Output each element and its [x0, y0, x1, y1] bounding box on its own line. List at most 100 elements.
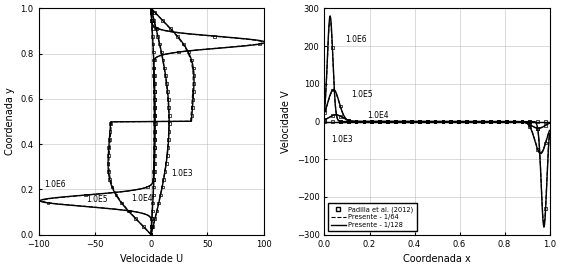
Point — [157, 50, 166, 54]
Point — [104, 145, 113, 150]
Point — [105, 129, 114, 134]
Point — [148, 217, 157, 221]
Point — [383, 119, 392, 124]
Point — [320, 107, 329, 112]
Point — [159, 177, 168, 181]
Point — [534, 148, 542, 152]
Point — [486, 119, 495, 124]
Point — [150, 137, 159, 141]
Point — [517, 119, 526, 124]
Point — [462, 119, 471, 124]
Point — [150, 10, 159, 15]
Point — [190, 74, 199, 78]
Point — [431, 119, 440, 124]
Point — [367, 119, 376, 124]
Point — [147, 10, 156, 15]
Point — [478, 119, 487, 124]
Point — [447, 119, 456, 124]
Point — [150, 66, 159, 70]
Text: 1.0E3: 1.0E3 — [171, 169, 193, 178]
Point — [131, 217, 140, 221]
Point — [150, 137, 159, 141]
Point — [149, 42, 158, 46]
Point — [383, 119, 392, 124]
Point — [188, 105, 197, 110]
Text: 1.0E5: 1.0E5 — [352, 90, 373, 99]
Point — [162, 161, 171, 165]
X-axis label: Velocidade U: Velocidade U — [119, 254, 183, 264]
Point — [375, 119, 384, 124]
Point — [149, 82, 158, 86]
Point — [415, 119, 424, 124]
Point — [439, 119, 448, 124]
Point — [336, 114, 345, 118]
Point — [328, 88, 337, 92]
Point — [352, 119, 361, 124]
Point — [352, 119, 361, 124]
Point — [153, 26, 162, 30]
Point — [106, 121, 115, 126]
Point — [161, 74, 170, 78]
Point — [187, 58, 196, 62]
Point — [336, 104, 345, 108]
Point — [158, 18, 167, 22]
Point — [149, 185, 158, 189]
Point — [391, 119, 400, 124]
Point — [407, 119, 416, 124]
Point — [153, 209, 162, 213]
Point — [163, 153, 172, 157]
Point — [146, 233, 155, 237]
Point — [44, 201, 53, 205]
Point — [478, 119, 487, 124]
Point — [162, 82, 171, 86]
Point — [165, 26, 174, 30]
Point — [344, 118, 353, 122]
Point — [439, 119, 448, 124]
Point — [447, 119, 456, 124]
Point — [344, 119, 353, 124]
Point — [486, 119, 495, 124]
Point — [541, 119, 550, 124]
Point — [431, 119, 440, 124]
Point — [147, 10, 156, 15]
Point — [360, 119, 369, 124]
Point — [534, 119, 542, 124]
Point — [494, 119, 503, 124]
Point — [486, 119, 495, 124]
Point — [336, 119, 345, 124]
Point — [407, 119, 416, 124]
Point — [478, 119, 487, 124]
Point — [147, 18, 156, 22]
Point — [509, 119, 518, 124]
Point — [150, 114, 159, 118]
Point — [147, 18, 156, 22]
Point — [352, 119, 361, 124]
Point — [383, 119, 392, 124]
Point — [148, 10, 157, 15]
Point — [179, 42, 188, 46]
Point — [151, 26, 160, 30]
Point — [148, 201, 157, 205]
Point — [150, 105, 159, 110]
Point — [149, 177, 158, 181]
Point — [462, 119, 471, 124]
Point — [383, 119, 392, 124]
Point — [454, 119, 463, 124]
Point — [525, 122, 534, 127]
Point — [462, 119, 471, 124]
Point — [146, 233, 155, 237]
Point — [189, 66, 198, 70]
Point — [105, 137, 114, 141]
Point — [391, 119, 400, 124]
Point — [439, 119, 448, 124]
Point — [142, 185, 151, 189]
Point — [150, 18, 159, 22]
Point — [124, 209, 133, 213]
Point — [360, 119, 369, 124]
Point — [146, 233, 155, 237]
Point — [184, 50, 193, 54]
Point — [422, 119, 431, 124]
Point — [151, 121, 160, 126]
Point — [81, 193, 90, 197]
Point — [104, 169, 113, 173]
